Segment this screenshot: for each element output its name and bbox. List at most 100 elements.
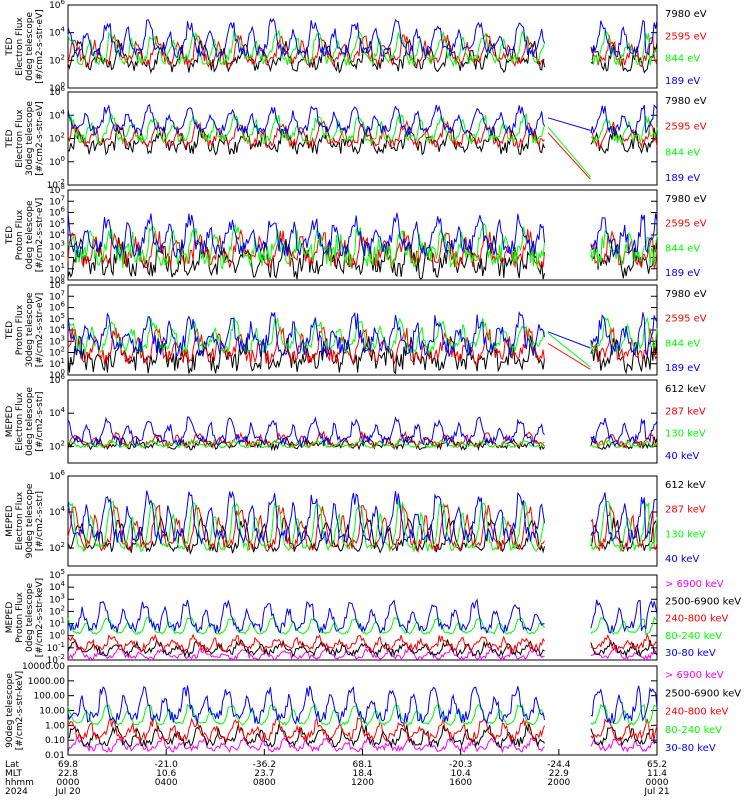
x-tick-hhmm: 1600 [449,778,472,788]
y-axis-label: 0deg telescope [25,583,35,653]
legend-entry-black: 7980 eV [665,9,707,20]
y-axis-label: Electron Flux [15,491,25,550]
y-tick-label: 102 [49,132,65,145]
y-tick-label: 1.00 [45,721,65,731]
x-row-label: 2024 [5,787,28,797]
y-tick-label: 103 [49,592,65,605]
y-axis-label: [#/cm2-s-str] [35,491,45,551]
series-black-trace [68,722,658,749]
x-tick-mlt: 18.4 [352,769,372,779]
legend-entry-red: 2595 eV [665,122,707,133]
legend-entry-black: 2500-6900 keV [665,688,741,699]
y-tick-label: 104 [49,505,65,518]
legend-entry-red: 240-800 keV [665,614,729,625]
panel-frame [67,665,658,756]
series-red-trace [67,632,658,654]
series-green-trace [67,703,658,727]
x-tick-hhmm: 0800 [253,778,276,788]
x-tick-mlt: 10.6 [156,769,176,779]
legend-entry-red: 287 keV [665,406,706,417]
y-tick-label: 0.10 [45,736,65,746]
y-axis-label: TED [5,129,15,148]
x-tick-date: Jul 21 [643,787,669,797]
y-tick-label: 10-1 [47,641,65,654]
legend-entry-magenta: > 6900 keV [665,670,724,681]
legend-entry-blue: 189 eV [665,268,700,279]
y-axis-label: [#/cm2-s-str-keV] [35,578,45,657]
y-axis-label: 0deg telescope [25,12,35,82]
series-blue-trace [67,598,658,635]
y-tick-label: 102 [49,604,65,617]
series-blue-trace [67,103,658,136]
x-row-label: Lat [5,760,20,770]
panel-8: 0.01 0.10 1.00 10.00 100.00 1000.00 10000.00 90… [5,662,741,761]
legend-entry-blue: 40 keV [665,451,699,462]
x-tick-mlt: 22.8 [58,769,78,779]
y-tick-label: 104 [49,580,65,593]
series-red-gap-line [547,132,591,180]
y-axis-label: MEPED [5,505,15,537]
y-tick-label: 0.01 [45,751,65,761]
series-red-gap-line [547,343,591,370]
legend-entry-blue: 30-80 keV [665,648,716,659]
series-black-trace [67,515,658,556]
series-green-trace [67,438,658,449]
y-axis-label: MEPED [5,406,15,438]
x-tick-lat: -21.0 [155,760,179,770]
legend-entry-black: 612 keV [665,480,706,491]
legend-entry-green: 80-240 keV [665,725,722,736]
series-green-gap-line [547,332,591,368]
series-blue-trace [67,212,658,259]
x-tick-mlt: 22.9 [549,769,569,779]
y-axis-label: Electron Flux [15,17,25,76]
panel-frame [67,574,658,661]
y-tick-label: 10000.00 [22,662,65,672]
y-tick-label: 104 [49,26,65,39]
x-tick-lat: 65.2 [647,760,667,770]
legend-entry-black: 612 keV [665,384,706,395]
legend-entry-blue: 189 eV [665,76,700,87]
series-blue-gap-line [547,331,591,349]
legend-entry-green: 844 eV [665,54,700,65]
legend-entry-magenta: > 6900 keV [665,579,724,590]
legend-entry-red: 2595 eV [665,314,707,325]
legend-entry-red: 2595 eV [665,31,707,42]
y-tick-label: 106 [49,469,65,482]
panel-6: 102 104 106 MEPED Electron Flux 90deg telesco… [5,469,706,567]
legend-entry-red: 287 keV [665,505,706,516]
series-blue-trace [67,310,658,359]
series-green-trace [67,616,658,636]
series-green-trace [67,500,658,553]
y-tick-label: 10.00 [39,707,65,717]
y-tick-label: 105 [49,568,65,581]
legend-entry-green: 844 eV [665,338,700,349]
legend-entry-green: 844 eV [665,243,700,254]
x-tick-hhmm: 2000 [547,778,570,788]
y-tick-label: 1000.00 [28,677,65,687]
x-tick-lat: -36.2 [253,760,276,770]
y-tick-label: 104 [49,406,65,419]
series-blue-gap-line [547,117,591,131]
panel-frame [67,4,658,89]
x-tick-mlt: 11.4 [647,769,667,779]
y-tick-label: 100 [49,155,65,168]
y-axis-label: [#/cm2-s-str-eV] [35,293,45,368]
legend-entry-blue: 189 eV [665,173,700,184]
x-tick-hhmm: 0000 [646,778,669,788]
y-axis-label: Electron Flux [15,392,25,451]
series-blue-trace [67,490,658,546]
y-axis-label: [#/cm2-s-str-keV] [15,671,25,750]
panel-frame [67,379,658,464]
x-tick-hhmm: 0400 [155,778,178,788]
y-axis-label: MEPED [5,602,15,634]
x-tick-lat: 68.1 [352,760,372,770]
series-green-trace [67,112,658,145]
y-axis-label: TED [5,321,15,340]
series-red-trace [67,716,658,743]
